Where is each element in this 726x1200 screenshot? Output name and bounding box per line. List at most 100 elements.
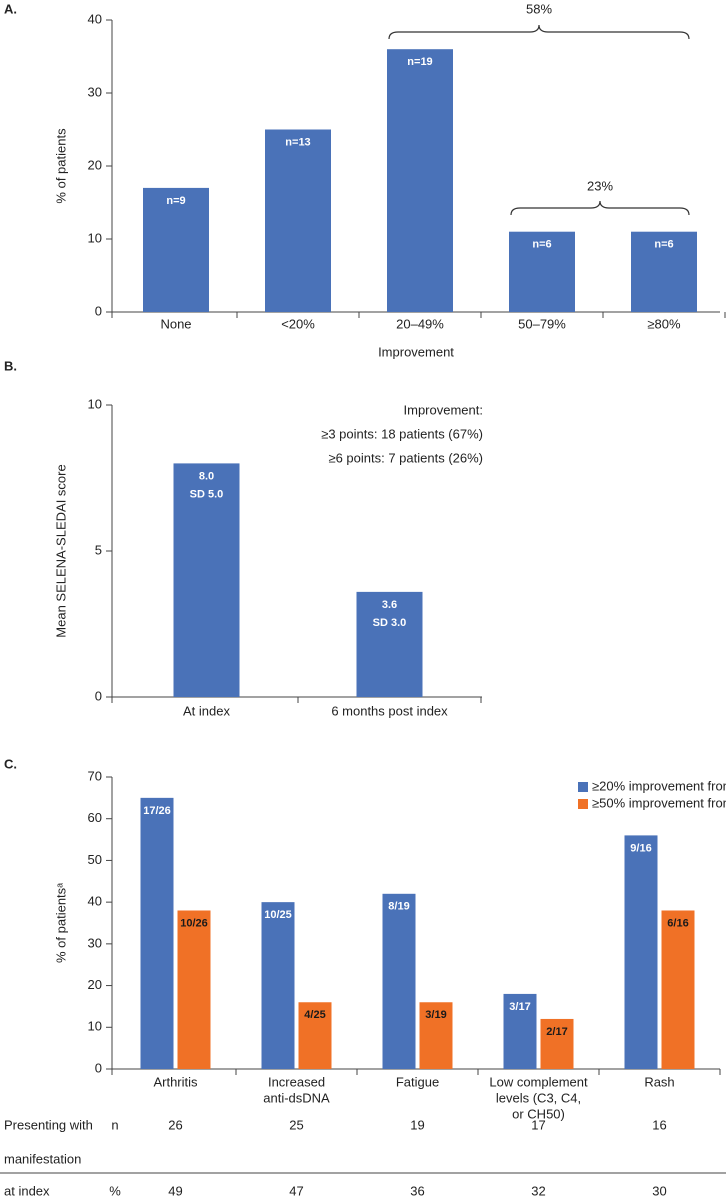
brace [388,24,690,40]
value-label: n=13 [285,136,310,148]
annotation: Improvement: [404,402,483,417]
table-cell: 47 [289,1183,303,1198]
value-label: 3/19 [425,1009,446,1021]
table-cell: 25 [289,1117,303,1132]
y-tick-label: 0 [95,688,102,703]
x-tick-label: Rash [644,1074,674,1089]
value-label: n=6 [654,239,673,251]
y-axis-label: Mean SELENA-SLEDAI score [53,464,68,637]
bar [503,993,537,1069]
brace [510,200,690,216]
value-label: 3.6 [382,599,397,611]
bar [387,49,453,312]
value-label: SD 3.0 [373,617,407,629]
x-tick-label: 20–49% [396,316,444,331]
y-tick-label: 20 [88,977,102,992]
bar [624,835,658,1069]
y-tick-label: 60 [88,810,102,825]
bar [509,231,575,312]
x-axis-label: Improvement [378,344,454,359]
table-cell: 16 [652,1117,666,1132]
y-tick-label: 10 [88,230,102,245]
table-cell: 26 [168,1117,182,1132]
value-label: 8/19 [388,901,409,913]
x-tick-label: At index [183,703,230,718]
table-cell: 49 [168,1183,182,1198]
x-tick-label: Low complement [489,1074,588,1089]
value-label: SD 5.0 [190,488,224,500]
y-tick-label: 0 [95,1060,102,1075]
value-label: 3/17 [509,1001,530,1013]
bar [631,231,697,312]
bar [261,902,295,1069]
bar [173,463,240,697]
y-tick-label: 20 [88,157,102,172]
annotation: 58% [526,1,552,16]
x-tick-label: Arthritis [153,1074,198,1089]
value-label: n=9 [166,195,185,207]
value-label: 2/17 [546,1026,567,1038]
bar [177,910,211,1069]
bar [265,129,331,312]
y-axis-label: % of patients [53,128,68,204]
y-axis-label: % of patientsᵃ [53,883,68,963]
x-tick-label: <20% [281,316,315,331]
legend-label: ≥50% improvement from index [592,795,726,810]
panel-label: B. [4,358,17,373]
legend-swatch [578,782,588,792]
x-tick-label: 6 months post index [331,703,448,718]
bar [382,893,416,1069]
bar [298,1002,332,1069]
x-tick-label: levels (C3, C4, [496,1090,581,1105]
value-label: 6/16 [667,917,688,929]
table-cell: 36 [410,1183,424,1198]
legend-label: ≥20% improvement from index [592,778,726,793]
panel-label: A. [4,1,17,16]
y-tick-label: 40 [88,894,102,909]
y-tick-label: 30 [88,84,102,99]
y-tick-label: 70 [88,768,102,783]
y-tick-label: 5 [95,542,102,557]
annotation: ≥6 points: 7 patients (26%) [328,450,483,465]
x-tick-label: Fatigue [396,1074,439,1089]
y-tick-label: 50 [88,852,102,867]
bar [356,591,423,697]
table-header: Presenting with [4,1117,93,1132]
y-tick-label: 10 [88,396,102,411]
y-tick-label: 0 [95,303,102,318]
bar [540,1018,574,1069]
legend-swatch [578,799,588,809]
x-tick-label: 50–79% [518,316,566,331]
table-cell: 17 [531,1117,545,1132]
table-cell: 19 [410,1117,424,1132]
x-tick-label: or CH50) [512,1106,565,1121]
y-tick-label: 10 [88,1019,102,1034]
table-header: at index [4,1183,50,1198]
value-label: 17/26 [143,805,171,817]
x-tick-label: ≥80% [647,316,681,331]
value-label: n=19 [407,56,432,68]
value-label: 9/16 [630,842,651,854]
value-label: 10/26 [180,917,208,929]
x-tick-label: None [160,316,191,331]
table-row-label: n [111,1117,118,1132]
table-cell: 32 [531,1183,545,1198]
table-header: manifestation [4,1151,81,1166]
value-label: 4/25 [304,1009,325,1021]
bar [140,797,174,1069]
x-tick-label: anti-dsDNA [263,1090,330,1105]
bar [661,910,695,1069]
bar [143,187,209,312]
y-tick-label: 40 [88,11,102,26]
value-label: 10/25 [264,909,292,921]
annotation: ≥3 points: 18 patients (67%) [321,426,483,441]
annotation: 23% [587,178,613,193]
table-row-label: % [109,1183,121,1198]
x-tick-label: Increased [268,1074,325,1089]
panel-label: C. [4,756,17,771]
bar [419,1002,453,1069]
y-tick-label: 30 [88,935,102,950]
value-label: n=6 [532,239,551,251]
value-label: 8.0 [199,470,214,482]
